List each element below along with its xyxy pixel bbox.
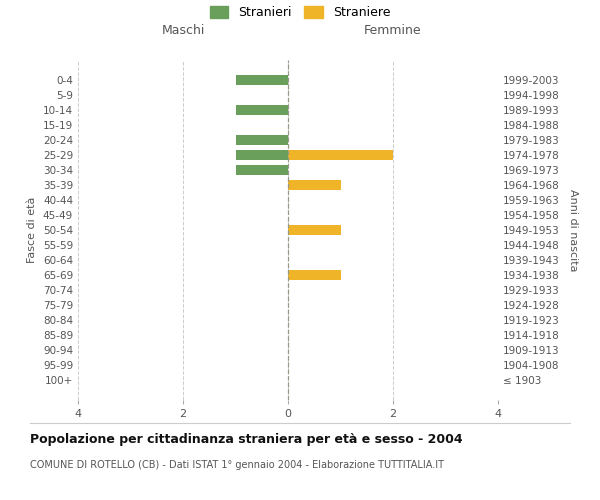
Bar bbox=[235, 106, 288, 115]
Bar bbox=[288, 150, 393, 160]
Text: Popolazione per cittadinanza straniera per età e sesso - 2004: Popolazione per cittadinanza straniera p… bbox=[30, 432, 463, 446]
Bar bbox=[235, 76, 288, 85]
Legend: Stranieri, Straniere: Stranieri, Straniere bbox=[209, 6, 391, 19]
Bar bbox=[235, 150, 288, 160]
Text: Femmine: Femmine bbox=[364, 24, 422, 38]
Bar bbox=[235, 166, 288, 175]
Bar bbox=[288, 270, 341, 280]
Text: COMUNE DI ROTELLO (CB) - Dati ISTAT 1° gennaio 2004 - Elaborazione TUTTITALIA.IT: COMUNE DI ROTELLO (CB) - Dati ISTAT 1° g… bbox=[30, 460, 444, 469]
Text: Maschi: Maschi bbox=[161, 24, 205, 38]
Bar bbox=[235, 136, 288, 145]
Y-axis label: Anni di nascita: Anni di nascita bbox=[568, 188, 578, 271]
Bar bbox=[288, 225, 341, 235]
Y-axis label: Fasce di età: Fasce di età bbox=[28, 197, 37, 263]
Bar bbox=[288, 180, 341, 190]
